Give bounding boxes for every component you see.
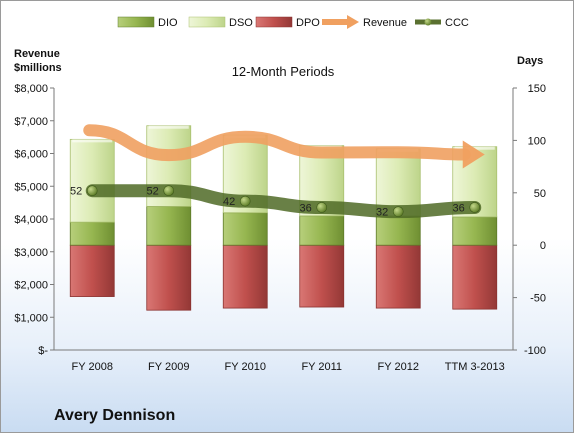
dpo-bar [299,244,345,308]
left-tick-label: $6,000 [14,149,48,161]
left-tick-label: $7,000 [14,116,48,128]
category-label: FY 2009 [148,361,189,373]
ccc-data-label: 36 [300,202,312,214]
dpo-bar [452,244,498,310]
left-tick-label: $- [38,345,48,357]
legend: DIO DSO DPO Revenue CCC [117,15,469,29]
left-tick-label: $5,000 [14,181,48,193]
dso-bar [375,148,421,217]
ccc-data-label: 32 [376,207,388,219]
left-axis-title: Revenue [14,48,60,60]
dio-bar [452,216,498,246]
legend-swatch-dso [188,16,226,28]
dpo-bar [69,244,115,297]
left-axis-title-2: $millions [14,62,62,74]
legend-label-revenue: Revenue [363,17,407,29]
left-tick-label: $8,000 [14,83,48,95]
left-tick-label: $4,000 [14,214,48,226]
legend-label-dso: DSO [229,17,253,29]
dpo-bar [222,244,268,309]
right-tick-label: 0 [540,240,546,252]
company-name: Avery Dennison [54,407,176,424]
bars-layer [69,125,498,311]
revenue-line [83,124,471,162]
category-axis: FY 2008 FY 2009 FY 2010 FY 2011 FY 2012 TTM 3… [72,361,505,373]
legend-swatch-revenue-arrowhead [347,15,359,29]
legend-label-dpo: DPO [296,17,320,29]
legend-swatch-ccc-dot [424,18,432,26]
revenue-arrowhead [462,140,485,169]
legend-label-dio: DIO [158,17,178,29]
right-axis-title: Days [517,55,543,67]
left-tick-label: $1,000 [14,312,48,324]
ccc-point [469,202,481,213]
dso-bar [69,138,115,223]
right-axis-ticks: -100 -50 0 50 100 150 [513,83,546,357]
ccc-data-label: 36 [453,202,465,214]
legend-swatch-dio [117,16,155,28]
dpo-bar [375,244,421,309]
right-tick-label: 50 [534,188,546,200]
left-axis-title-line1: Revenue [14,48,60,60]
bar-top-highlight [72,139,113,143]
ccc-line [85,184,482,219]
ccc-point [392,206,404,217]
dio-bar [222,212,268,246]
revenue-layer [83,124,485,169]
chart-title: 12-Month Periods [232,64,335,79]
right-tick-label: 100 [528,135,546,147]
left-axis-title-line2: $millions [14,62,62,74]
ccc-point [316,202,328,213]
ccc-data-label: 42 [223,196,235,208]
right-tick-label: 150 [528,83,546,95]
right-tick-label: -50 [530,293,546,305]
dpo-bar [146,244,192,311]
category-label: FY 2010 [225,361,266,373]
ccc-layer: 52 52 42 36 32 36 [70,184,482,219]
dio-bar [69,221,115,246]
legend-swatch-dpo [255,16,293,28]
dio-bar [299,215,345,246]
legend-label-ccc: CCC [445,17,469,29]
ccc-data-label: 52 [70,186,82,198]
dio-bar [146,206,192,246]
category-label: FY 2008 [72,361,113,373]
left-tick-label: $3,000 [14,247,48,259]
dio-bar [375,215,421,246]
bar-top-highlight [148,125,189,129]
ccc-point [239,195,251,207]
right-tick-label: -100 [524,345,546,357]
category-label: FY 2012 [378,361,419,373]
left-tick-label: $2,000 [14,280,48,292]
ccc-data-label: 52 [147,186,159,198]
ccc-point [86,185,98,197]
ccc-point [163,185,175,197]
category-label: TTM 3-2013 [445,361,505,373]
category-label: FY 2011 [301,361,342,373]
left-axis-ticks: $- $1,000 $2,000 $3,000 $4,000 $5,000 $6,000 $7… [14,83,54,357]
